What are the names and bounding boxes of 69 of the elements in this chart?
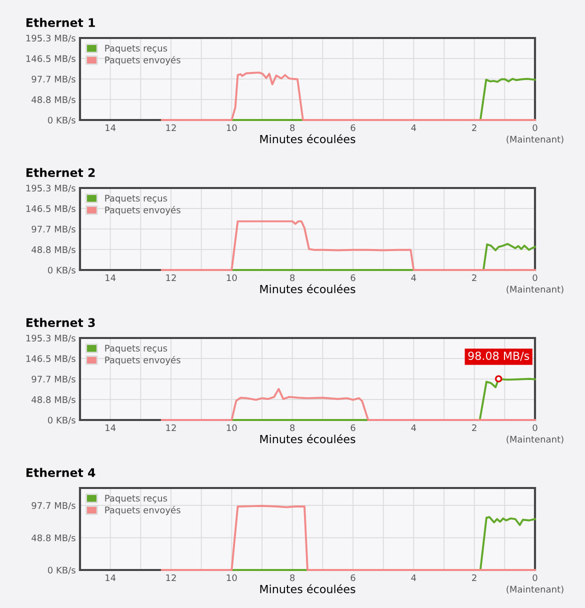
chart-title: Ethernet 3 [26, 318, 95, 328]
x-axis-title: Minutes écoulées [260, 134, 356, 144]
legend-label: Paquets reçus [105, 44, 168, 54]
y-tick-label: 195.3 MB/s [26, 184, 76, 192]
y-tick-label: 97.7 MB/s [32, 502, 76, 510]
y-tick-label: 48.8 MB/s [32, 96, 76, 104]
line-series [160, 220, 536, 271]
x-tick-label: 8 [290, 274, 295, 282]
x-tick-label: 14 [106, 424, 116, 432]
y-tick-label: 146.5 MB/s [26, 355, 76, 363]
y-tick-label: 0 KB/s [48, 416, 76, 424]
x-tick-label: 4 [411, 424, 416, 432]
line-series [160, 388, 536, 421]
x-tick-label: 12 [166, 574, 176, 582]
y-tick-label: 0 KB/s [48, 116, 76, 124]
y-tick-label: 195.3 MB/s [26, 34, 76, 42]
y-tick-label: 48.8 MB/s [32, 534, 76, 542]
x-tick-label: 14 [106, 274, 116, 282]
legend-label: Paquets envoyés [105, 356, 180, 366]
x-tick-label: 8 [290, 124, 295, 132]
x-tick-label: 2 [472, 424, 476, 432]
y-tick-label: 195.3 MB/s [26, 334, 76, 342]
x-tick-label: 6 [350, 274, 356, 282]
y-tick-label: 146.5 MB/s [26, 205, 76, 213]
x-tick-label: 4 [411, 274, 416, 282]
x-tick-label: 12 [166, 124, 176, 132]
x-tick-label: 6 [350, 574, 356, 582]
x-axis-title: Minutes écoulées [260, 284, 356, 294]
x-tick-label: 2 [472, 124, 476, 132]
x-tick-label: 6 [350, 124, 356, 132]
legend-label: Paquets reçus [105, 194, 168, 204]
chart-title: Ethernet 2 [26, 168, 95, 178]
x-tick-label: 10 [226, 574, 237, 582]
y-tick-label: 146.5 MB/s [26, 55, 76, 63]
x-tick-label: 12 [166, 274, 176, 282]
x-tick-label: 12 [166, 424, 176, 432]
x-tick-label: 10 [226, 124, 237, 132]
x-tick-label: 8 [290, 424, 295, 432]
legend-label: Paquets envoyés [105, 56, 180, 66]
y-tick-label: 97.7 MB/s [32, 226, 76, 234]
y-tick-label: 48.8 MB/s [32, 396, 76, 404]
x-tick-label: 2 [472, 274, 476, 282]
annotation: 98.08 MB/s [468, 352, 530, 361]
y-tick-label: 97.7 MB/s [32, 76, 76, 84]
legend-label: Paquets reçus [105, 494, 168, 504]
chart-title: Ethernet 1 [26, 18, 95, 28]
legend-label: Paquets envoyés [105, 206, 180, 216]
x-axis-title: Minutes écoulées [260, 434, 356, 444]
x-axis-title: Minutes écoulées [260, 584, 356, 594]
x-tick-label: 10 [226, 424, 237, 432]
x-tick-label: 4 [411, 574, 416, 582]
chart-title: Ethernet 4 [26, 468, 96, 478]
x-tick-label: 8 [290, 574, 295, 582]
x-tick-label: 0 (Maintenant) [506, 274, 564, 294]
x-tick-label: 4 [411, 124, 416, 132]
x-tick-label: 0 (Maintenant) [506, 124, 564, 144]
x-tick-label: 6 [350, 424, 356, 432]
y-tick-label: 97.7 MB/s [32, 376, 76, 384]
y-tick-label: 0 KB/s [48, 266, 76, 274]
x-tick-label: 0 (Maintenant) [506, 574, 564, 594]
y-tick-label: 48.8 MB/s [32, 246, 76, 254]
x-tick-label: 2 [472, 574, 476, 582]
x-tick-label: 14 [106, 574, 116, 582]
x-tick-label: 0 (Maintenant) [506, 424, 564, 444]
x-tick-label: 10 [226, 274, 237, 282]
legend-label: Paquets reçus [105, 344, 168, 354]
x-tick-label: 14 [106, 124, 116, 132]
y-tick-label: 0 KB/s [48, 566, 76, 574]
legend-label: Paquets envoyés [105, 506, 180, 516]
